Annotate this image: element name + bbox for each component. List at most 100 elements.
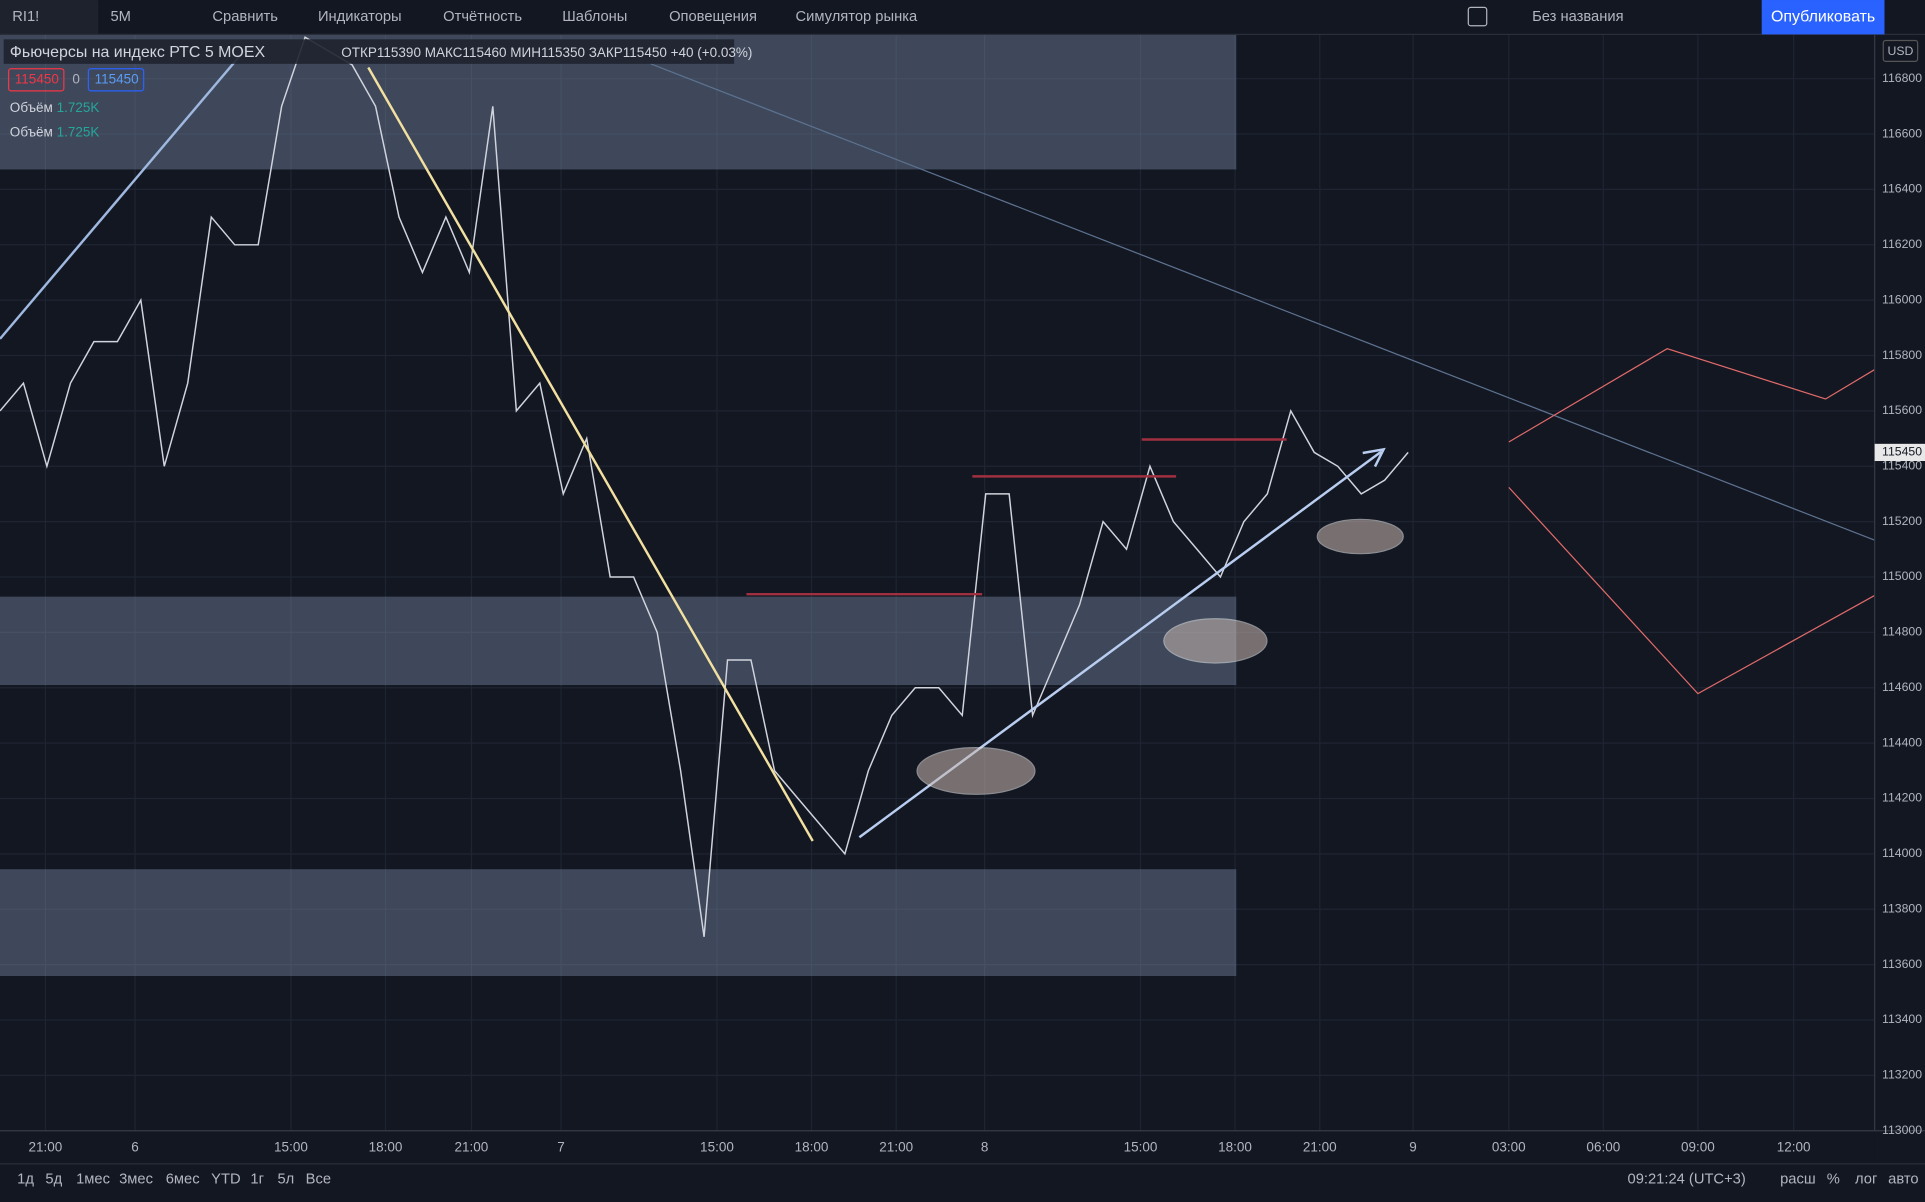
x-tick-label: 21:00 <box>879 1139 913 1154</box>
x-tick-label: 21:00 <box>29 1139 63 1154</box>
arrow <box>367 66 814 842</box>
y-tick-label: 116000 <box>1882 292 1922 306</box>
y-tick-label: 114400 <box>1882 735 1922 749</box>
y-tick-label: 113800 <box>1882 901 1922 915</box>
layout-name[interactable]: Без названия <box>1532 9 1623 25</box>
y-tick-label: 116200 <box>1882 237 1922 251</box>
toolbar-item[interactable]: Симулятор рынка <box>796 9 918 25</box>
x-tick-label: 18:00 <box>369 1139 403 1154</box>
y-tick-label: 115600 <box>1882 403 1922 417</box>
y-tick-label: 116400 <box>1882 182 1922 196</box>
volume-label: Объём <box>10 100 53 115</box>
y-tick-label: 114600 <box>1882 680 1922 694</box>
y-tick-label: 113400 <box>1882 1012 1922 1026</box>
ohlc-label: ЗАКР <box>589 44 623 59</box>
toolbar-item[interactable]: Сравнить <box>212 9 278 25</box>
trend-line <box>0 48 247 340</box>
scale-option[interactable]: лог <box>1855 1172 1877 1188</box>
x-tick-label: 21:00 <box>455 1139 489 1154</box>
symbol-box[interactable] <box>0 0 99 35</box>
x-tick-label: 15:00 <box>274 1139 308 1154</box>
y-tick-label: 114000 <box>1882 846 1922 860</box>
interval[interactable]: 5M <box>110 9 130 25</box>
last-price: 115450 <box>1882 445 1922 459</box>
currency: USD <box>1887 44 1913 58</box>
ohlc-label: ОТКР <box>341 44 377 59</box>
x-tick-label: 09:00 <box>1681 1139 1715 1154</box>
x-tick-label: 7 <box>557 1139 565 1154</box>
x-tick-label: 15:00 <box>1124 1139 1158 1154</box>
toolbar-item[interactable]: Шаблоны <box>562 9 627 25</box>
arrow-head <box>1362 447 1386 468</box>
ohlc-value: 115450 <box>623 44 667 59</box>
x-tick-label: 06:00 <box>1586 1139 1620 1154</box>
volume-row: Объём 1.725K <box>10 124 100 139</box>
scale-option[interactable]: % <box>1827 1172 1840 1188</box>
volume-value: 1.725K <box>57 100 100 115</box>
ohlc-value: 115460 <box>462 44 506 59</box>
range-button[interactable]: 6мес <box>166 1172 200 1188</box>
legend-interval: 5 <box>205 44 214 61</box>
highlight <box>1316 518 1404 555</box>
range-button[interactable]: Все <box>306 1172 331 1188</box>
range-button[interactable]: 1д <box>17 1172 34 1188</box>
range-button[interactable]: YTD <box>211 1172 240 1188</box>
y-tick-label: 113000 <box>1882 1123 1922 1137</box>
y-tick-label: 113600 <box>1882 957 1922 971</box>
plot <box>0 36 1409 937</box>
y-tick-label: 114200 <box>1882 791 1922 805</box>
publish-button[interactable] <box>1761 0 1885 35</box>
toolbar-item[interactable]: Отчётность <box>443 9 522 25</box>
currency-box <box>1882 39 1919 63</box>
toolbar-item[interactable]: Оповещения <box>669 9 757 25</box>
spread: 0 <box>72 71 80 86</box>
y-tick-label: 115400 <box>1882 458 1922 472</box>
checkbox[interactable] <box>1467 6 1488 27</box>
range-button[interactable]: 5л <box>277 1172 294 1188</box>
highlight <box>1163 618 1268 664</box>
ohlc: ОТКР115390 МАКС115460 МИН115350 ЗАКР1154… <box>341 44 752 59</box>
footer-items: 1д 5д 1мес 3мес 6мес YTD 1г 5л Все расш% лог авто <box>17 1172 1918 1188</box>
highlight <box>916 747 1036 795</box>
volume-value: 1.725K <box>57 124 100 139</box>
legend-bg <box>3 39 735 64</box>
forecast <box>1508 486 1875 695</box>
ohlc-value: 115390 <box>377 44 421 59</box>
toolbar-items: Сравнить Индикаторы Отчётность Шаблоны Опове… <box>212 9 918 25</box>
legend-title: Фьючерсы на индекс РТС <box>10 44 201 61</box>
y-tick-label: 116800 <box>1882 71 1922 85</box>
range-button[interactable]: 3мес <box>119 1172 153 1188</box>
trend-line <box>650 63 1875 541</box>
toolbar <box>0 0 1925 35</box>
change: +40 (+0.03%) <box>671 44 753 59</box>
symbol[interactable]: RI1! <box>12 9 39 25</box>
x-tick-label: 12:00 <box>1777 1139 1811 1154</box>
ohlc-label: МИН <box>510 44 541 59</box>
toolbar-item[interactable]: Индикаторы <box>318 9 402 25</box>
x-tick-label: 8 <box>981 1139 989 1154</box>
bid: 115450 <box>15 71 59 86</box>
last-price-box <box>1874 443 1925 462</box>
price-line <box>0 36 1409 937</box>
x-tick-label: 6 <box>131 1139 139 1154</box>
bid-box <box>7 68 65 92</box>
range-button[interactable]: 1мес <box>76 1172 110 1188</box>
axes: 113000 113200 113400 113600 113800 114000 1142… <box>29 39 1925 1154</box>
ohlc-label: МАКС <box>425 44 463 59</box>
range-button[interactable]: 5д <box>45 1172 62 1188</box>
scale-option[interactable]: расш <box>1780 1172 1816 1188</box>
publish-label[interactable]: Опубликовать <box>1771 8 1875 25</box>
forecast <box>1508 347 1875 443</box>
x-tick-label: 03:00 <box>1492 1139 1526 1154</box>
range-button[interactable]: 1г <box>250 1172 264 1188</box>
x-tick-label: 9 <box>1409 1139 1417 1154</box>
ohlc-value: 115350 <box>541 44 585 59</box>
scale-option[interactable]: авто <box>1888 1172 1918 1188</box>
volume-label: Объём <box>10 124 53 139</box>
grid <box>0 34 1875 1132</box>
y-tick-label: 116600 <box>1882 126 1922 140</box>
footer <box>0 1163 1925 1197</box>
y-tick-label: 115000 <box>1882 569 1922 583</box>
